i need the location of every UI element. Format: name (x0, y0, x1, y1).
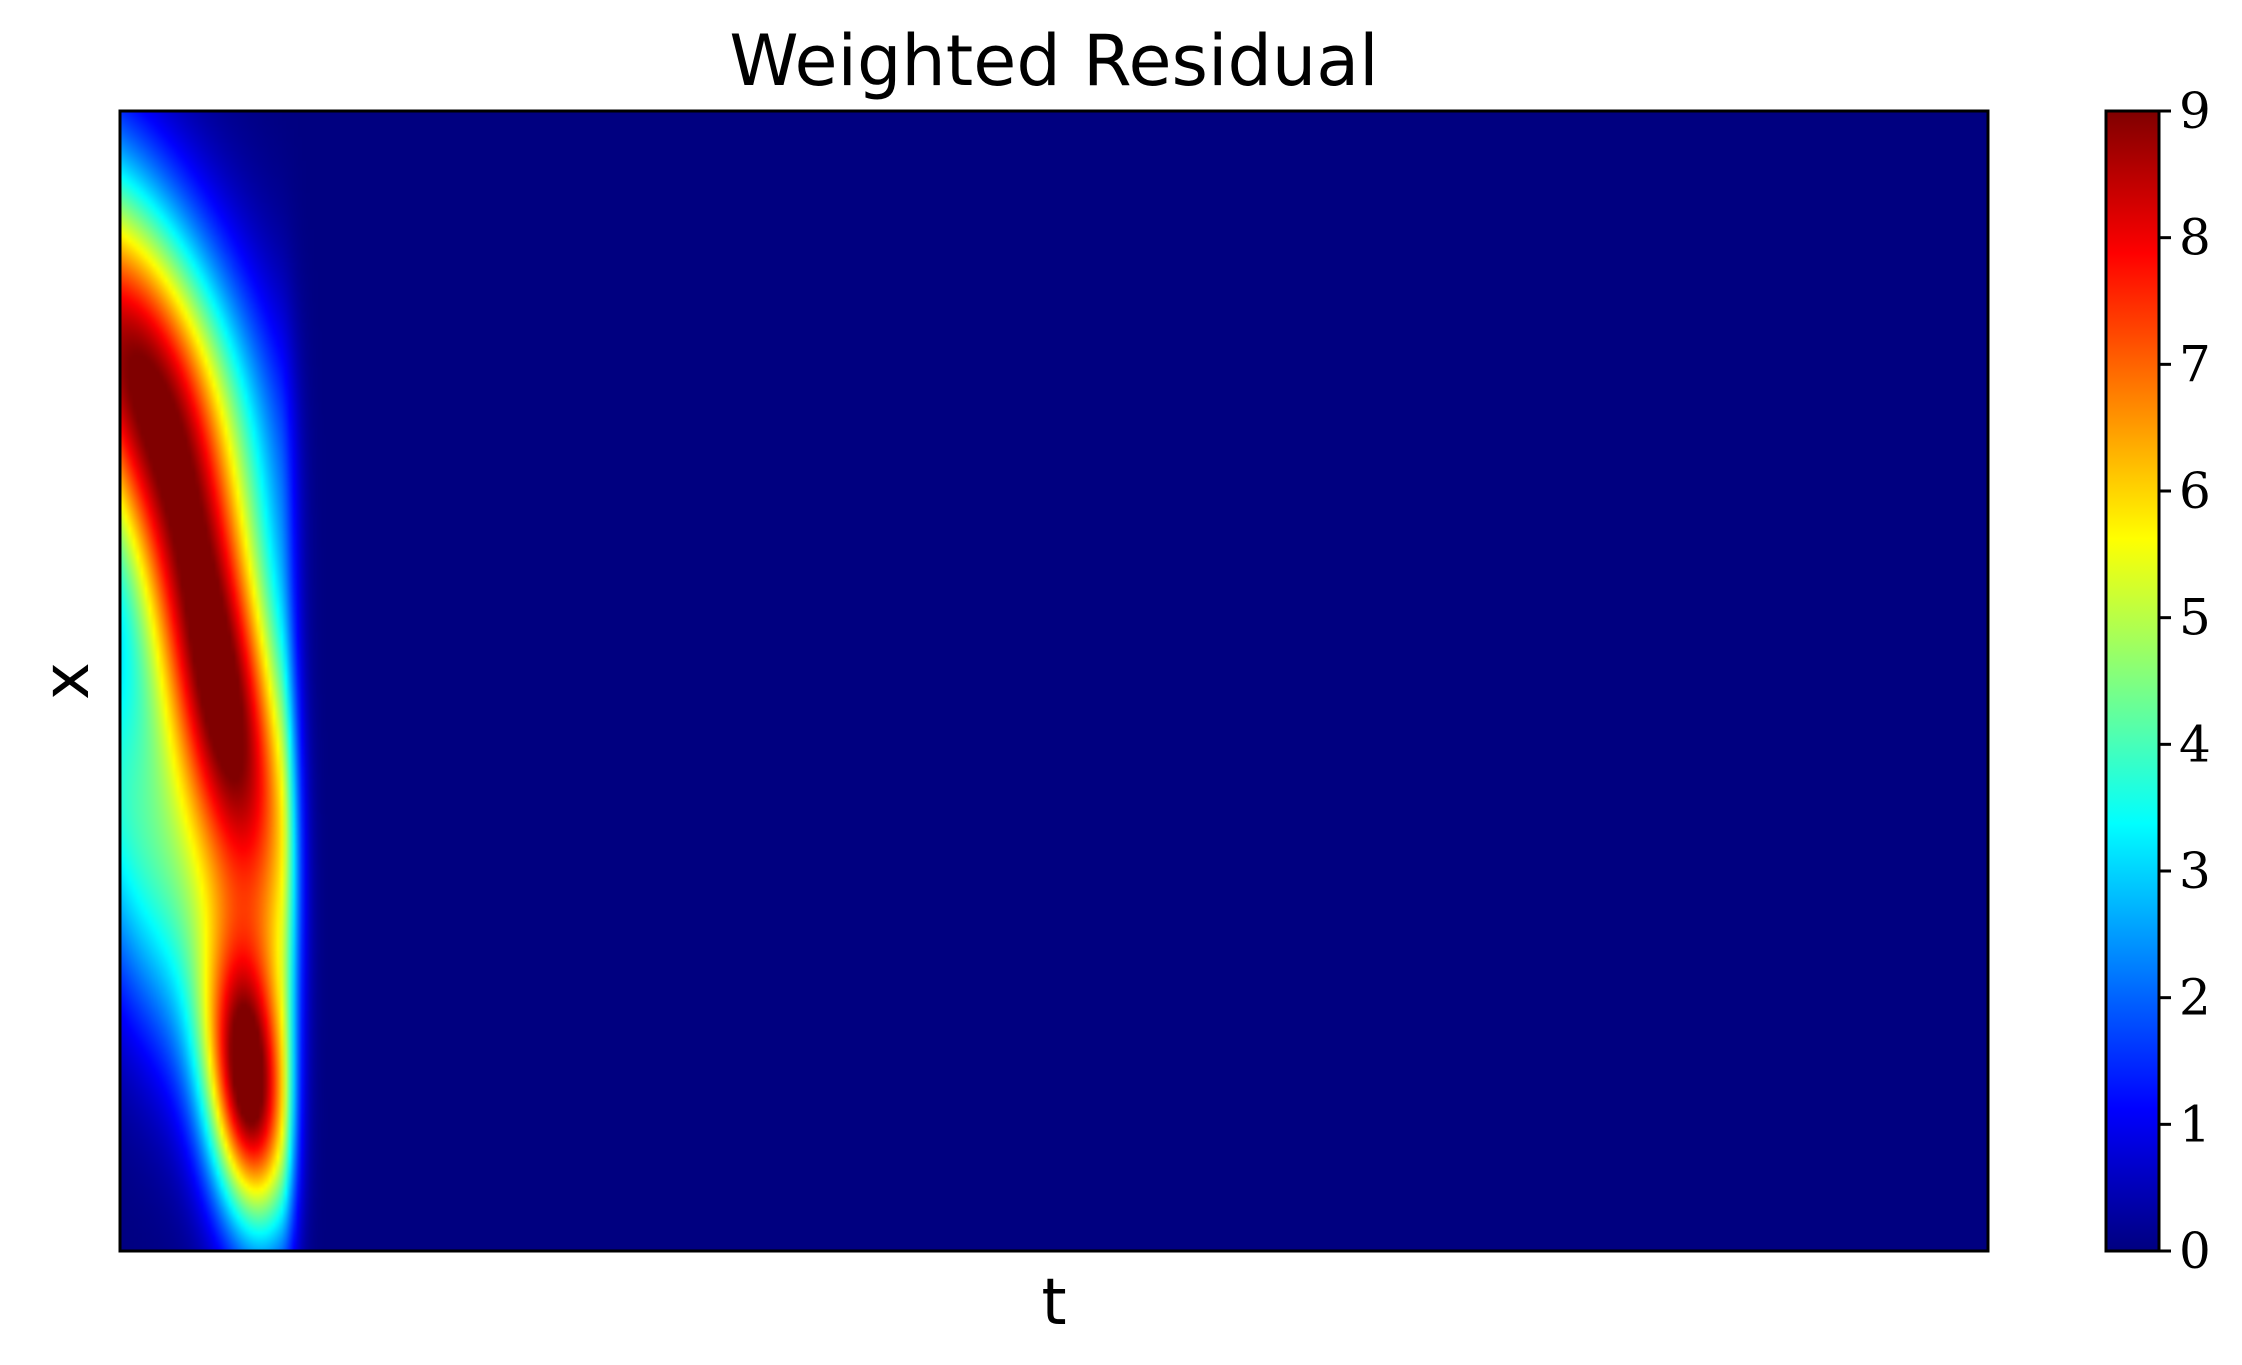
colorbar-tick-label: 0 (2179, 1222, 2211, 1280)
colorbar-tick-label: 1 (2179, 1095, 2211, 1153)
y-axis-label: x (30, 662, 104, 700)
colorbar-tick-label: 8 (2179, 209, 2211, 267)
colorbar-tick-label: 6 (2179, 462, 2211, 520)
colorbar-frame (2104, 109, 2161, 1253)
colorbar: 0 1 2 3 4 5 6 7 8 9 (2104, 82, 2211, 1280)
colorbar-tick-label: 4 (2179, 715, 2211, 773)
colorbar-tick-label: 5 (2179, 589, 2211, 647)
chart-title: Weighted Residual (729, 20, 1378, 102)
colorbar-tick-label: 9 (2179, 82, 2211, 140)
plot-area (118, 109, 1990, 1253)
colorbar-tick-label: 2 (2179, 969, 2211, 1027)
plot-frame (118, 109, 1990, 1253)
x-axis-label: t (1041, 1266, 1066, 1340)
colorbar-tick-label: 3 (2179, 842, 2211, 900)
colorbar-ticks: 0 1 2 3 4 5 6 7 8 9 (2159, 82, 2211, 1280)
heatmap-image (120, 111, 1988, 1251)
colorbar-tick-label: 7 (2179, 335, 2211, 393)
colorbar-fill (2106, 111, 2159, 1251)
